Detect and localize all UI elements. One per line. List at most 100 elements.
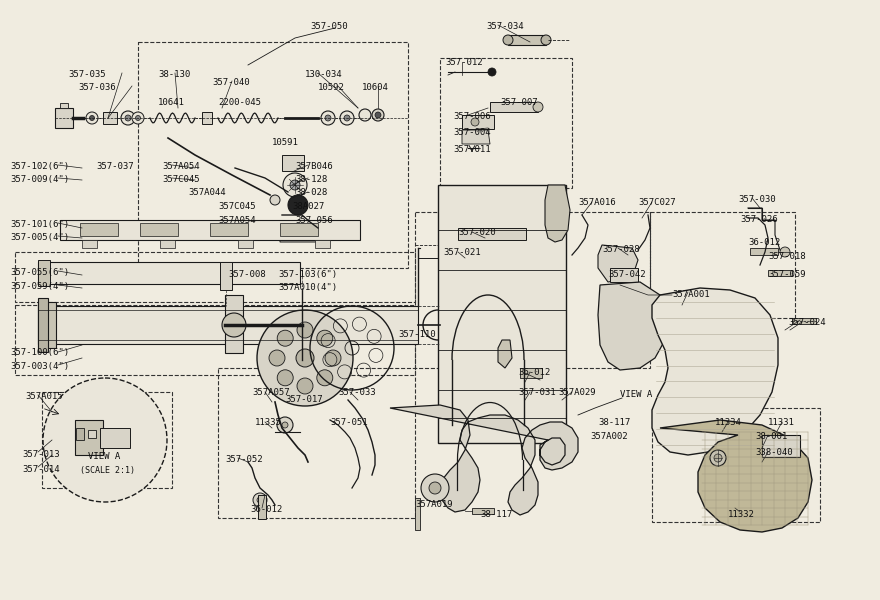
Text: 357-110: 357-110: [398, 330, 436, 339]
Circle shape: [253, 493, 267, 507]
Bar: [75, 420, 103, 455]
Circle shape: [125, 115, 131, 121]
Text: 10641: 10641: [158, 98, 185, 107]
Text: 36-012: 36-012: [518, 368, 550, 377]
Polygon shape: [545, 185, 570, 242]
Text: 357-056: 357-056: [295, 216, 333, 225]
Text: 357-007: 357-007: [500, 98, 538, 107]
Text: 357-036: 357-036: [78, 83, 115, 92]
Bar: [55, 108, 73, 128]
Text: 38-130: 38-130: [158, 70, 190, 79]
Text: 357-018: 357-018: [768, 252, 805, 261]
Bar: [508, 35, 546, 45]
Circle shape: [288, 195, 308, 215]
Text: 357-028: 357-028: [602, 245, 640, 254]
Text: 357-050: 357-050: [310, 22, 348, 31]
Text: 357A001: 357A001: [672, 290, 709, 299]
Circle shape: [43, 378, 167, 502]
Bar: [100, 428, 130, 448]
Circle shape: [136, 115, 141, 121]
Bar: [438, 185, 566, 443]
Text: 38A027: 38A027: [292, 202, 324, 211]
Text: 10604: 10604: [362, 83, 389, 92]
Circle shape: [277, 370, 293, 386]
Circle shape: [375, 112, 381, 118]
Bar: [282, 155, 304, 171]
Bar: [520, 368, 542, 378]
Circle shape: [317, 370, 333, 386]
Bar: [202, 112, 212, 124]
Circle shape: [710, 450, 726, 466]
Text: 357A016: 357A016: [578, 198, 616, 207]
Circle shape: [296, 349, 314, 367]
Circle shape: [325, 350, 341, 366]
Circle shape: [471, 118, 479, 126]
Circle shape: [359, 109, 371, 121]
Circle shape: [121, 111, 135, 125]
Bar: [238, 240, 253, 248]
Text: 38-001: 38-001: [755, 432, 788, 441]
Text: 357A029: 357A029: [558, 388, 596, 397]
Text: 357-008: 357-008: [228, 270, 266, 279]
Text: 357B046: 357B046: [295, 162, 333, 171]
Bar: [225, 295, 243, 353]
Bar: [762, 435, 800, 457]
Text: 357-103(6"): 357-103(6"): [278, 270, 337, 279]
Circle shape: [270, 195, 280, 205]
Text: (SCALE 2:1): (SCALE 2:1): [80, 466, 135, 475]
Bar: [415, 498, 420, 530]
Bar: [38, 302, 56, 348]
Text: 357-042: 357-042: [608, 270, 646, 279]
Circle shape: [503, 35, 513, 45]
Text: 357-012: 357-012: [445, 58, 482, 67]
Bar: [38, 260, 50, 286]
Circle shape: [780, 247, 790, 257]
Polygon shape: [498, 340, 512, 368]
Text: 11335: 11335: [255, 418, 282, 427]
Text: 357-033: 357-033: [338, 388, 376, 397]
Text: 357-017: 357-017: [285, 395, 323, 404]
Text: 357-052: 357-052: [225, 455, 262, 464]
Bar: [82, 240, 97, 248]
Text: 38-128: 38-128: [295, 175, 327, 184]
Text: 357-051: 357-051: [330, 418, 368, 427]
Text: 357-037: 357-037: [96, 162, 134, 171]
Text: 357-021: 357-021: [443, 248, 480, 257]
Text: 357-026: 357-026: [740, 215, 778, 224]
Circle shape: [282, 422, 288, 428]
Circle shape: [257, 497, 263, 503]
Text: 357-059(4"): 357-059(4"): [10, 282, 70, 291]
Polygon shape: [660, 420, 812, 532]
Text: 11331: 11331: [768, 418, 795, 427]
Text: 11332: 11332: [728, 510, 755, 519]
Circle shape: [297, 322, 313, 338]
Circle shape: [317, 330, 333, 346]
Bar: [76, 428, 84, 440]
Text: 357C045: 357C045: [218, 202, 255, 211]
Text: 357A019: 357A019: [415, 500, 452, 509]
Bar: [280, 223, 318, 236]
Text: 357A057: 357A057: [252, 388, 290, 397]
Text: 10592: 10592: [318, 83, 345, 92]
Bar: [458, 228, 526, 240]
Circle shape: [132, 112, 144, 124]
Circle shape: [340, 111, 354, 125]
Text: 357-059: 357-059: [768, 270, 805, 279]
Circle shape: [269, 350, 285, 366]
Text: 38-117: 38-117: [598, 418, 630, 427]
Circle shape: [290, 180, 300, 190]
Bar: [80, 223, 118, 236]
Circle shape: [429, 482, 441, 494]
Circle shape: [421, 474, 449, 502]
Circle shape: [277, 417, 293, 433]
Text: 338-040: 338-040: [755, 448, 793, 457]
Text: 357-014: 357-014: [22, 465, 60, 474]
Circle shape: [86, 112, 98, 124]
Text: 357-031: 357-031: [518, 388, 555, 397]
Bar: [38, 306, 418, 344]
Text: 357-102(6"): 357-102(6"): [10, 162, 70, 171]
Text: 357-004: 357-004: [453, 128, 491, 137]
Bar: [38, 298, 48, 352]
Text: 357-101(6"): 357-101(6"): [10, 220, 70, 229]
Text: 357A054: 357A054: [162, 162, 200, 171]
